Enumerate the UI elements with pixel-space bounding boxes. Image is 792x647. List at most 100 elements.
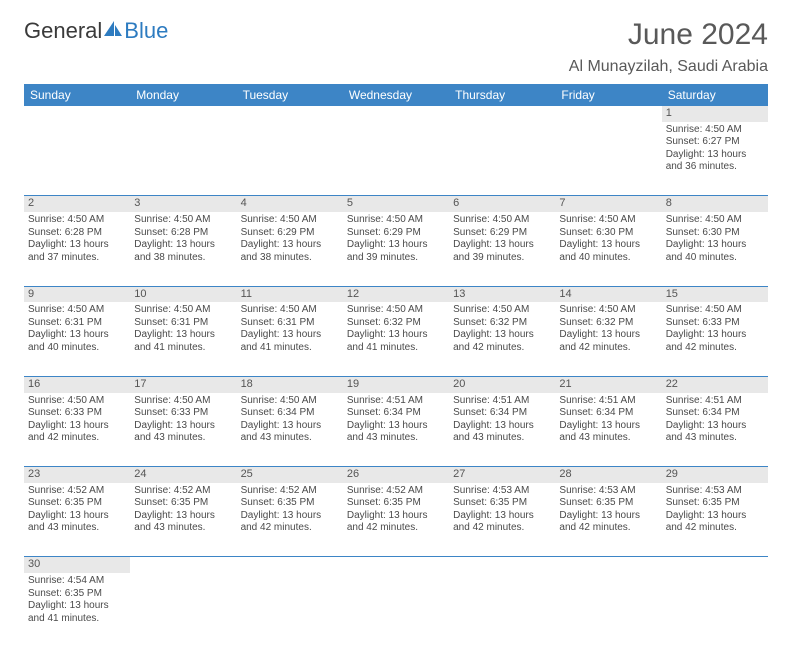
day-cell: Sunrise: 4:50 AMSunset: 6:27 PMDaylight:…: [662, 122, 768, 196]
day-cell: Sunrise: 4:50 AMSunset: 6:29 PMDaylight:…: [237, 212, 343, 286]
day-sunset: Sunset: 6:30 PM: [559, 227, 657, 240]
day-cell: Sunrise: 4:53 AMSunset: 6:35 PMDaylight:…: [555, 483, 661, 557]
day-day2: and 38 minutes.: [134, 252, 232, 265]
day-sunrise: Sunrise: 4:50 AM: [134, 395, 232, 408]
day-number: 2: [24, 196, 130, 212]
day-day2: and 37 minutes.: [28, 252, 126, 265]
day-cell: Sunrise: 4:50 AMSunset: 6:29 PMDaylight:…: [449, 212, 555, 286]
day-cell: Sunrise: 4:53 AMSunset: 6:35 PMDaylight:…: [662, 483, 768, 557]
day-number: 9: [24, 286, 130, 302]
day-day2: and 41 minutes.: [347, 342, 445, 355]
day-day1: Daylight: 13 hours: [347, 239, 445, 252]
day-sunset: Sunset: 6:28 PM: [134, 227, 232, 240]
day-number: 21: [555, 376, 661, 392]
day-number: 3: [130, 196, 236, 212]
day-day2: and 42 minutes.: [559, 342, 657, 355]
day-day2: and 42 minutes.: [559, 522, 657, 535]
weekday-header: Monday: [130, 84, 236, 106]
day-day1: Daylight: 13 hours: [559, 420, 657, 433]
day-day2: and 43 minutes.: [666, 432, 764, 445]
title-block: June 2024 Al Munayzilah, Saudi Arabia: [569, 18, 768, 76]
day-cell: [449, 573, 555, 647]
day-sunset: Sunset: 6:28 PM: [28, 227, 126, 240]
day-sunrise: Sunrise: 4:52 AM: [134, 485, 232, 498]
day-sunrise: Sunrise: 4:51 AM: [453, 395, 551, 408]
day-sunset: Sunset: 6:30 PM: [666, 227, 764, 240]
day-sunrise: Sunrise: 4:50 AM: [666, 214, 764, 227]
day-day1: Daylight: 13 hours: [559, 239, 657, 252]
day-cell: Sunrise: 4:51 AMSunset: 6:34 PMDaylight:…: [555, 393, 661, 467]
day-sunset: Sunset: 6:35 PM: [28, 497, 126, 510]
day-number: 13: [449, 286, 555, 302]
day-day2: and 43 minutes.: [241, 432, 339, 445]
day-cell: Sunrise: 4:51 AMSunset: 6:34 PMDaylight:…: [662, 393, 768, 467]
day-number: [449, 106, 555, 122]
day-day2: and 42 minutes.: [28, 432, 126, 445]
day-cell: Sunrise: 4:51 AMSunset: 6:34 PMDaylight:…: [449, 393, 555, 467]
day-number: 10: [130, 286, 236, 302]
day-number: [237, 106, 343, 122]
day-day2: and 40 minutes.: [28, 342, 126, 355]
day-day2: and 43 minutes.: [347, 432, 445, 445]
day-sunrise: Sunrise: 4:50 AM: [347, 304, 445, 317]
day-sunset: Sunset: 6:27 PM: [666, 136, 764, 149]
day-number: 4: [237, 196, 343, 212]
day-day1: Daylight: 13 hours: [559, 329, 657, 342]
day-day2: and 42 minutes.: [347, 522, 445, 535]
day-day1: Daylight: 13 hours: [347, 510, 445, 523]
weekday-header: Sunday: [24, 84, 130, 106]
day-day1: Daylight: 13 hours: [28, 510, 126, 523]
day-sunrise: Sunrise: 4:50 AM: [241, 214, 339, 227]
day-day2: and 41 minutes.: [28, 613, 126, 626]
day-day2: and 40 minutes.: [559, 252, 657, 265]
day-sunrise: Sunrise: 4:50 AM: [28, 214, 126, 227]
day-number-row: 9101112131415: [24, 286, 768, 302]
day-day2: and 43 minutes.: [559, 432, 657, 445]
day-number-row: 23242526272829: [24, 467, 768, 483]
day-day1: Daylight: 13 hours: [453, 239, 551, 252]
day-day1: Daylight: 13 hours: [241, 329, 339, 342]
day-day1: Daylight: 13 hours: [134, 420, 232, 433]
day-number: [662, 557, 768, 573]
day-sunrise: Sunrise: 4:52 AM: [241, 485, 339, 498]
day-cell: [449, 122, 555, 196]
day-sunset: Sunset: 6:35 PM: [559, 497, 657, 510]
day-day1: Daylight: 13 hours: [347, 329, 445, 342]
page-header: General Blue June 2024 Al Munayzilah, Sa…: [24, 18, 768, 76]
day-sunrise: Sunrise: 4:52 AM: [28, 485, 126, 498]
day-cell: Sunrise: 4:50 AMSunset: 6:29 PMDaylight:…: [343, 212, 449, 286]
month-title: June 2024: [569, 18, 768, 52]
weekday-header: Thursday: [449, 84, 555, 106]
day-day1: Daylight: 13 hours: [453, 420, 551, 433]
day-sunset: Sunset: 6:34 PM: [453, 407, 551, 420]
day-sunrise: Sunrise: 4:50 AM: [453, 304, 551, 317]
day-cell: Sunrise: 4:50 AMSunset: 6:32 PMDaylight:…: [555, 302, 661, 376]
day-number: 17: [130, 376, 236, 392]
day-number: 29: [662, 467, 768, 483]
day-day2: and 42 minutes.: [241, 522, 339, 535]
day-number-row: 1: [24, 106, 768, 122]
day-sunrise: Sunrise: 4:50 AM: [347, 214, 445, 227]
day-cell: Sunrise: 4:52 AMSunset: 6:35 PMDaylight:…: [237, 483, 343, 557]
day-number: 6: [449, 196, 555, 212]
day-sunset: Sunset: 6:34 PM: [241, 407, 339, 420]
day-cell: [130, 122, 236, 196]
day-sunset: Sunset: 6:32 PM: [559, 317, 657, 330]
day-cell: Sunrise: 4:50 AMSunset: 6:32 PMDaylight:…: [449, 302, 555, 376]
day-sunset: Sunset: 6:33 PM: [28, 407, 126, 420]
day-number: 27: [449, 467, 555, 483]
day-number: 16: [24, 376, 130, 392]
day-cell: Sunrise: 4:51 AMSunset: 6:34 PMDaylight:…: [343, 393, 449, 467]
day-sunset: Sunset: 6:35 PM: [666, 497, 764, 510]
day-sunset: Sunset: 6:35 PM: [453, 497, 551, 510]
day-number: [237, 557, 343, 573]
weekday-header: Friday: [555, 84, 661, 106]
day-day2: and 41 minutes.: [134, 342, 232, 355]
day-sunrise: Sunrise: 4:54 AM: [28, 575, 126, 588]
day-cell: [343, 573, 449, 647]
day-day1: Daylight: 13 hours: [559, 510, 657, 523]
day-day1: Daylight: 13 hours: [666, 420, 764, 433]
day-number: 19: [343, 376, 449, 392]
day-sunset: Sunset: 6:29 PM: [241, 227, 339, 240]
day-cell: Sunrise: 4:50 AMSunset: 6:32 PMDaylight:…: [343, 302, 449, 376]
